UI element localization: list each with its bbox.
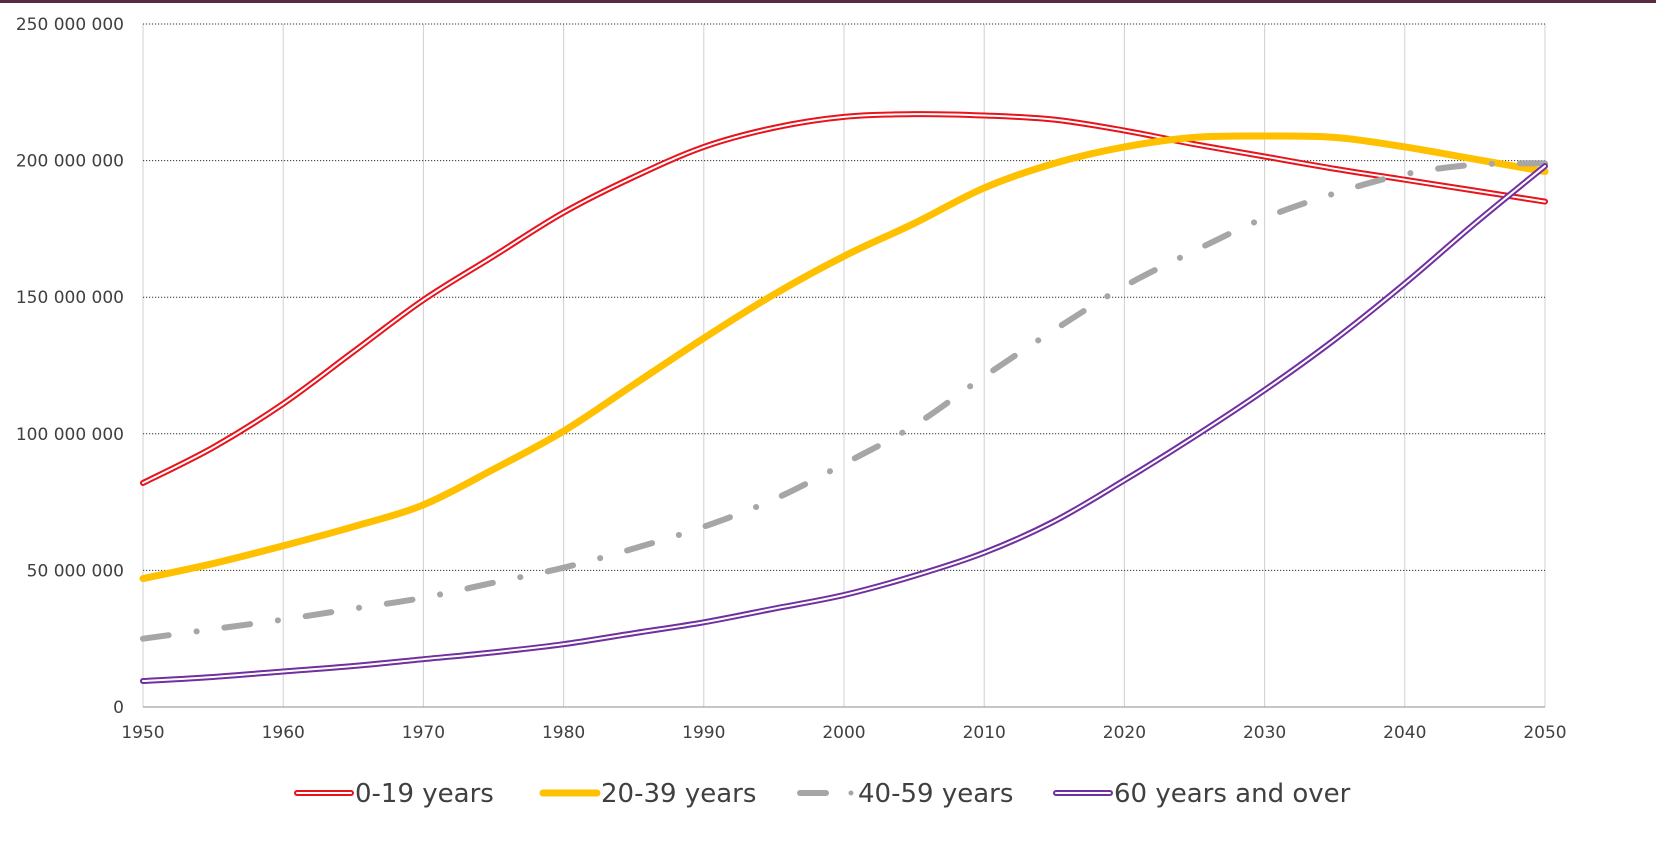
y-tick-label: 100 000 000 [16,425,124,445]
top-border [0,0,1656,3]
x-tick-label: 2000 [822,723,865,743]
legend: 0-19 years 20-39 years 40-59 years 60 years… [294,779,1351,809]
y-tick-label: 150 000 000 [16,288,124,308]
legend-0-19-years: 0-19 years [294,779,494,809]
series-line-60-years-and-over-inner [142,165,1546,683]
legend-40-59-years: 40-59 years [797,779,1013,809]
x-tick-label: 2020 [1103,723,1146,743]
x-tick-label: 1960 [262,723,305,743]
x-tick-label: 1990 [682,723,725,743]
y-tick-label: 50 000 000 [27,561,124,581]
legend-20-39-years: 20-39 years [539,779,756,809]
legend-20-39-years-label: 20-39 years [601,779,756,809]
series-line-0-19-years-inner [142,113,1546,484]
series-line-60-years-and-over [140,163,1548,685]
series-line-20-39-years [139,132,1549,583]
legend-60-years-and-over-label: 60 years and over [1114,779,1351,809]
x-tick-label: 1970 [402,723,445,743]
legend-0-19-years-label: 0-19 years [355,779,494,809]
x-tick-label: 2030 [1243,723,1286,743]
series-lines [139,111,1549,685]
grid [142,23,1546,708]
y-tick-label: 0 [113,698,124,718]
axes: 1950 1960 1970 1980 1990 2000 2010 2020 2030 2040… [16,15,1567,743]
x-tick-label: 1950 [121,723,164,743]
x-tick-label: 1980 [542,723,585,743]
y-tick-label: 200 000 000 [16,152,124,172]
legend-40-59-years-swatch-dot [848,790,854,796]
x-tick-label: 2010 [963,723,1006,743]
legend-40-59-years-label: 40-59 years [858,779,1013,809]
x-tick-label: 2040 [1383,723,1426,743]
series-line-0-19-years [140,111,1548,486]
x-tick-label: 2050 [1523,723,1566,743]
series-line-20-39-years [139,132,1549,583]
y-tick-label: 250 000 000 [16,15,124,35]
legend-60-years-and-over: 60 years and over [1053,779,1351,809]
